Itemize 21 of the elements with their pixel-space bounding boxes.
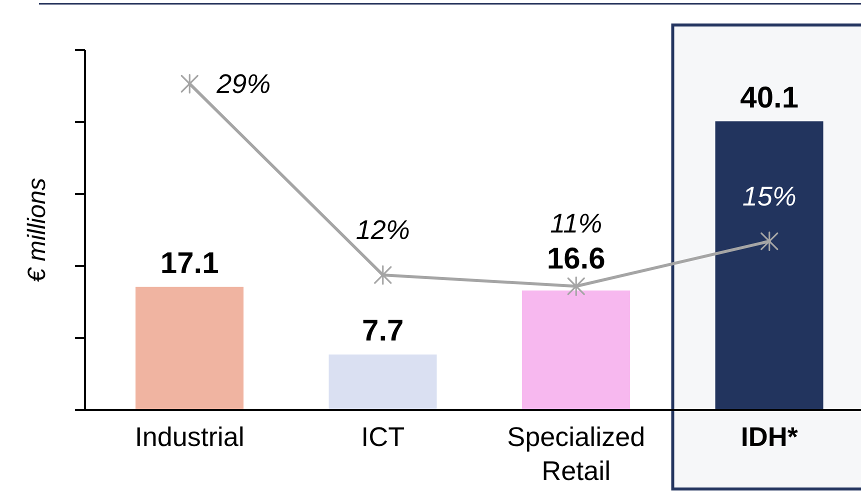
x-tick-label: ICT [361, 422, 405, 452]
point [567, 276, 585, 296]
data-label: 17.1 [160, 246, 219, 280]
bar [136, 286, 244, 410]
x-tick-label: Industrial [134, 422, 244, 452]
data-label: 12% [356, 215, 410, 245]
data-label: 7.7 [362, 314, 404, 348]
x-tick-label: Specialized Retail [507, 422, 646, 486]
point [760, 231, 778, 252]
data-label: 16.6 [546, 242, 606, 276]
data-label: 40.1 [740, 81, 799, 114]
point [374, 265, 392, 285]
data-label: 15% [742, 181, 796, 212]
bar [328, 354, 437, 410]
point [180, 74, 198, 94]
y-axis-title: € millions [23, 178, 51, 282]
data-label: 11% [550, 208, 602, 238]
data-label: 29% [216, 68, 271, 99]
bar [715, 121, 824, 410]
bar [522, 290, 630, 410]
x-tick-label: IDH* [740, 422, 798, 452]
